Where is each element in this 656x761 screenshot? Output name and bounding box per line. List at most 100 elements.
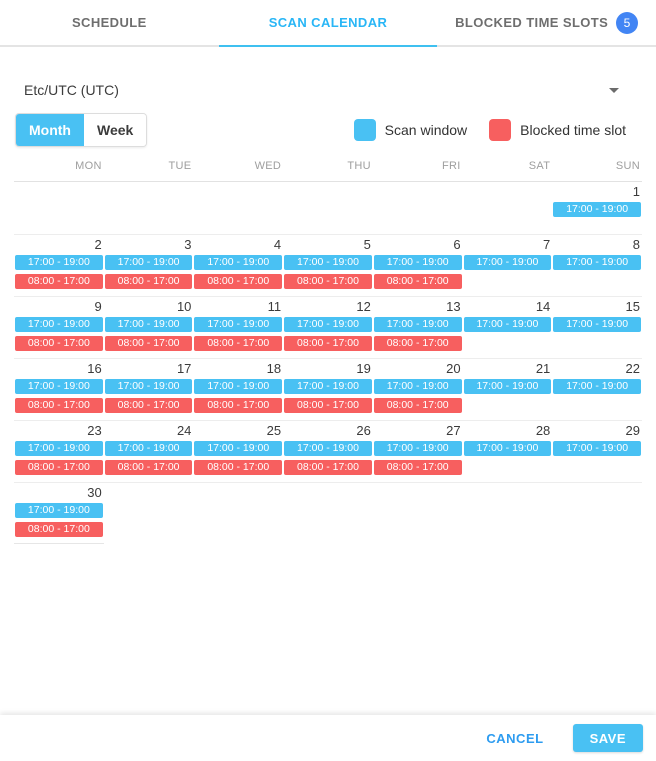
scan-window-event[interactable]: 17:00 - 19:00 bbox=[194, 441, 283, 456]
calendar-day-cell-20[interactable]: 20 17:00 - 19:00 08:00 - 17:00 bbox=[373, 359, 463, 420]
calendar-day-cell-11[interactable]: 11 17:00 - 19:00 08:00 - 17:00 bbox=[193, 297, 283, 358]
day-number: 3 bbox=[184, 237, 192, 252]
blocked-time-slot-event[interactable]: 08:00 - 17:00 bbox=[194, 274, 283, 289]
scan-window-event[interactable]: 17:00 - 19:00 bbox=[373, 255, 462, 270]
blocked-count-badge: 5 bbox=[616, 11, 639, 34]
week-row: 9 17:00 - 19:00 08:00 - 17:00 10 17:00 - 19:… bbox=[14, 296, 642, 358]
tab-schedule[interactable]: SCHEDULE bbox=[0, 0, 219, 45]
day-number bbox=[373, 182, 463, 202]
calendar-day-cell-27[interactable]: 27 17:00 - 19:00 08:00 - 17:00 bbox=[373, 421, 463, 482]
scan-window-event[interactable]: 17:00 - 19:00 bbox=[194, 255, 283, 270]
scan-window-event[interactable]: 17:00 - 19:00 bbox=[553, 317, 641, 332]
day-number: 19 bbox=[356, 361, 371, 376]
scan-window-event[interactable]: 17:00 - 19:00 bbox=[373, 379, 462, 394]
blocked-time-slot-event[interactable]: 08:00 - 17:00 bbox=[15, 274, 103, 289]
scan-window-event[interactable]: 17:00 - 19:00 bbox=[15, 441, 103, 456]
calendar-day-cell-7[interactable]: 7 17:00 - 19:00 bbox=[463, 235, 553, 296]
scan-window-event[interactable]: 17:00 - 19:00 bbox=[373, 441, 462, 456]
calendar-day-cell-4[interactable]: 4 17:00 - 19:00 08:00 - 17:00 bbox=[193, 235, 283, 296]
blocked-time-slot-event[interactable]: 08:00 - 17:00 bbox=[15, 398, 103, 413]
calendar-day-cell-1[interactable]: 1 17:00 - 19:00 bbox=[552, 182, 642, 234]
calendar-day-cell-6[interactable]: 6 17:00 - 19:00 08:00 - 17:00 bbox=[373, 235, 463, 296]
day-number: 5 bbox=[363, 237, 371, 252]
calendar-day-cell-5[interactable]: 5 17:00 - 19:00 08:00 - 17:00 bbox=[283, 235, 373, 296]
blocked-time-slot-event[interactable]: 08:00 - 17:00 bbox=[373, 460, 462, 475]
scan-window-event[interactable]: 17:00 - 19:00 bbox=[104, 379, 193, 394]
scan-window-event[interactable]: 17:00 - 19:00 bbox=[553, 441, 641, 456]
blocked-time-slot-event[interactable]: 08:00 - 17:00 bbox=[373, 274, 462, 289]
day-number: 10 bbox=[176, 299, 192, 314]
timezone-select[interactable]: Etc/UTC (UTC) bbox=[24, 75, 619, 105]
day-number: 9 bbox=[94, 299, 102, 314]
save-button[interactable]: SAVE bbox=[572, 724, 643, 752]
blocked-time-slot-event[interactable]: 08:00 - 17:00 bbox=[284, 460, 372, 475]
scan-window-event[interactable]: 17:00 - 19:00 bbox=[284, 441, 372, 456]
scan-window-event[interactable]: 17:00 - 19:00 bbox=[194, 379, 283, 394]
calendar-day-cell-3[interactable]: 3 17:00 - 19:00 08:00 - 17:00 bbox=[104, 235, 194, 296]
blocked-time-slot-event[interactable]: 08:00 - 17:00 bbox=[104, 336, 193, 351]
calendar-day-cell-9[interactable]: 9 17:00 - 19:00 08:00 - 17:00 bbox=[14, 297, 104, 358]
scan-window-event[interactable]: 17:00 - 19:00 bbox=[15, 379, 103, 394]
scan-window-event[interactable]: 17:00 - 19:00 bbox=[284, 379, 372, 394]
blocked-time-slot-event[interactable]: 08:00 - 17:00 bbox=[15, 336, 103, 351]
week-row: 30 17:00 - 19:00 08:00 - 17:00 bbox=[14, 482, 642, 544]
week-view-button[interactable]: Week bbox=[83, 114, 147, 146]
calendar-day-cell-10[interactable]: 10 17:00 - 19:00 08:00 - 17:00 bbox=[104, 297, 194, 358]
scan-window-event[interactable]: 17:00 - 19:00 bbox=[194, 317, 283, 332]
calendar-day-cell-17[interactable]: 17 17:00 - 19:00 08:00 - 17:00 bbox=[104, 359, 194, 420]
scan-window-event[interactable]: 17:00 - 19:00 bbox=[15, 503, 103, 518]
scan-window-event[interactable]: 17:00 - 19:00 bbox=[284, 255, 372, 270]
calendar-day-cell-26[interactable]: 26 17:00 - 19:00 08:00 - 17:00 bbox=[283, 421, 373, 482]
scan-window-event[interactable]: 17:00 - 19:00 bbox=[463, 379, 552, 394]
blocked-time-slot-event[interactable]: 08:00 - 17:00 bbox=[284, 336, 372, 351]
blocked-time-slot-event[interactable]: 08:00 - 17:00 bbox=[284, 274, 372, 289]
scan-window-event[interactable]: 17:00 - 19:00 bbox=[553, 379, 641, 394]
scan-window-event[interactable]: 17:00 - 19:00 bbox=[463, 255, 552, 270]
calendar-day-cell-16[interactable]: 16 17:00 - 19:00 08:00 - 17:00 bbox=[14, 359, 104, 420]
scan-window-event[interactable]: 17:00 - 19:00 bbox=[553, 202, 641, 217]
scan-window-event[interactable]: 17:00 - 19:00 bbox=[104, 255, 193, 270]
blocked-time-slot-event[interactable]: 08:00 - 17:00 bbox=[373, 398, 462, 413]
calendar-day-cell-29[interactable]: 29 17:00 - 19:00 bbox=[552, 421, 642, 482]
blocked-time-slot-event[interactable]: 08:00 - 17:00 bbox=[15, 460, 103, 475]
blocked-time-slot-event[interactable]: 08:00 - 17:00 bbox=[15, 522, 103, 537]
tab-blocked-time-slots[interactable]: BLOCKED TIME SLOTS 5 bbox=[437, 0, 656, 45]
blocked-time-slot-event[interactable]: 08:00 - 17:00 bbox=[104, 274, 193, 289]
calendar-day-cell-14[interactable]: 14 17:00 - 19:00 bbox=[463, 297, 553, 358]
scan-window-event[interactable]: 17:00 - 19:00 bbox=[104, 441, 193, 456]
scan-window-event[interactable]: 17:00 - 19:00 bbox=[15, 255, 103, 270]
blocked-time-slot-event[interactable]: 08:00 - 17:00 bbox=[194, 460, 283, 475]
blocked-time-slot-event[interactable]: 08:00 - 17:00 bbox=[104, 460, 193, 475]
month-view-button[interactable]: Month bbox=[16, 114, 84, 146]
scan-window-event[interactable]: 17:00 - 19:00 bbox=[373, 317, 462, 332]
calendar-day-cell-19[interactable]: 19 17:00 - 19:00 08:00 - 17:00 bbox=[283, 359, 373, 420]
calendar-day-cell-30[interactable]: 30 17:00 - 19:00 08:00 - 17:00 bbox=[14, 483, 104, 544]
calendar-day-cell-13[interactable]: 13 17:00 - 19:00 08:00 - 17:00 bbox=[373, 297, 463, 358]
scan-window-event[interactable]: 17:00 - 19:00 bbox=[463, 441, 552, 456]
day-number: 15 bbox=[625, 299, 640, 314]
calendar-day-cell-23[interactable]: 23 17:00 - 19:00 08:00 - 17:00 bbox=[14, 421, 104, 482]
calendar-day-cell-25[interactable]: 25 17:00 - 19:00 08:00 - 17:00 bbox=[193, 421, 283, 482]
calendar-day-cell-15[interactable]: 15 17:00 - 19:00 bbox=[552, 297, 642, 358]
calendar-day-cell-24[interactable]: 24 17:00 - 19:00 08:00 - 17:00 bbox=[104, 421, 194, 482]
calendar-day-cell-12[interactable]: 12 17:00 - 19:00 08:00 - 17:00 bbox=[283, 297, 373, 358]
calendar-day-cell-21[interactable]: 21 17:00 - 19:00 bbox=[463, 359, 553, 420]
tab-scan-calendar[interactable]: SCAN CALENDAR bbox=[218, 0, 438, 47]
calendar-day-cell-18[interactable]: 18 17:00 - 19:00 08:00 - 17:00 bbox=[193, 359, 283, 420]
scan-window-event[interactable]: 17:00 - 19:00 bbox=[15, 317, 103, 332]
scan-window-event[interactable]: 17:00 - 19:00 bbox=[553, 255, 641, 270]
cancel-button[interactable]: CANCEL bbox=[486, 730, 544, 746]
blocked-time-slot-event[interactable]: 08:00 - 17:00 bbox=[284, 398, 372, 413]
calendar-day-cell-28[interactable]: 28 17:00 - 19:00 bbox=[463, 421, 553, 482]
scan-window-event[interactable]: 17:00 - 19:00 bbox=[104, 317, 193, 332]
calendar-day-cell-22[interactable]: 22 17:00 - 19:00 bbox=[552, 359, 642, 420]
blocked-time-slot-event[interactable]: 08:00 - 17:00 bbox=[194, 336, 283, 351]
calendar-day-cell-2[interactable]: 2 17:00 - 19:00 08:00 - 17:00 bbox=[14, 235, 104, 296]
scan-window-event[interactable]: 17:00 - 19:00 bbox=[284, 317, 372, 332]
blocked-time-slot-event[interactable]: 08:00 - 17:00 bbox=[373, 336, 462, 351]
blocked-time-slot-event[interactable]: 08:00 - 17:00 bbox=[104, 398, 193, 413]
timezone-value: Etc/UTC (UTC) bbox=[24, 82, 119, 98]
calendar-day-cell-8[interactable]: 8 17:00 - 19:00 bbox=[552, 235, 642, 296]
blocked-time-slot-event[interactable]: 08:00 - 17:00 bbox=[194, 398, 283, 413]
scan-window-event[interactable]: 17:00 - 19:00 bbox=[463, 317, 552, 332]
